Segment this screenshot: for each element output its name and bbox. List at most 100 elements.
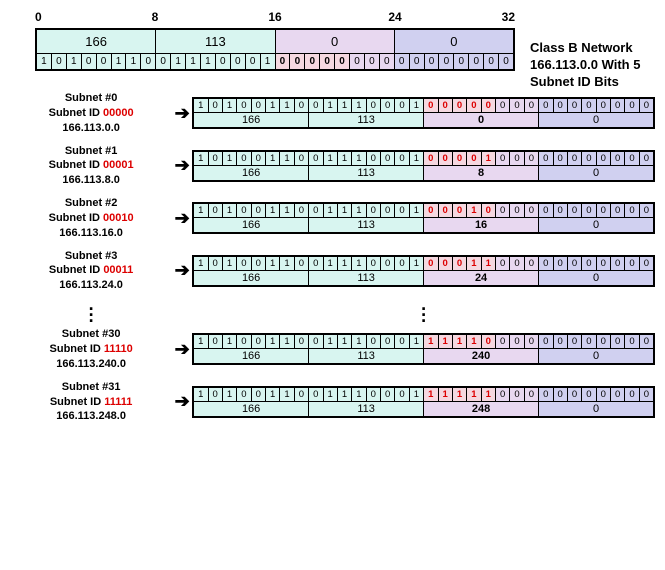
top-bit: 1 [112,53,127,69]
top-bit: 1 [67,53,82,69]
top-bit: 0 [290,53,305,69]
subnet-bit: 0 [309,335,323,348]
subnet-bit: 0 [568,99,582,112]
subnet-bit: 0 [597,152,611,165]
subnet-bit: 1 [467,388,481,401]
subnet-bit: 0 [525,335,539,348]
subnet-bit: 0 [395,152,409,165]
subnet-octet: 0 [539,217,653,232]
subnet-bit: 0 [482,204,496,217]
top-bit: 1 [37,53,52,69]
subnet-bit: 1 [266,152,280,165]
subnet-bit: 0 [367,257,381,270]
subnet-bit: 1 [324,388,338,401]
subnet-octet: 0 [539,348,653,363]
subnet-bit: 1 [324,257,338,270]
top-octet: 0 [276,30,395,53]
subnet-bit: 0 [597,204,611,217]
subnet-bit: 0 [568,204,582,217]
subnet-bit: 0 [453,152,467,165]
subnet-bit: 0 [539,204,553,217]
subnet-bit: 0 [295,388,309,401]
subnet-bit: 0 [209,335,223,348]
subnet-bit: 0 [597,335,611,348]
top-bit: 0 [52,53,67,69]
subnet-bit: 0 [309,99,323,112]
subnet-bits-box: 1010011001110001000110000000000016611324… [192,255,655,287]
header-diagram: 08162432 1661130010100110011100010000000… [10,10,655,71]
subnet-bit: 1 [280,257,294,270]
subnet-bit: 0 [496,257,510,270]
subnet-bit: 0 [252,257,266,270]
subnet-bit: 0 [640,335,653,348]
ellipsis-row: ...... [10,301,655,319]
subnet-bits-box: 1010011001110001000000000000000016611300 [192,97,655,129]
subnet-bit: 0 [252,99,266,112]
subnet-bit: 0 [510,335,524,348]
subnet-bit: 0 [525,388,539,401]
subnet-bit: 0 [367,152,381,165]
subnet-bit: 1 [194,99,208,112]
subnet-row: Subnet #30Subnet ID 11110166.113.240.0➔1… [10,327,655,372]
subnet-octet: 0 [539,401,653,416]
subnet-bit: 0 [309,152,323,165]
subnet-bit: 1 [280,388,294,401]
subnet-bits-box: 1010011001110001000100000000000016611316… [192,202,655,234]
subnet-bit: 1 [223,204,237,217]
subnet-bit: 0 [252,388,266,401]
top-bit: 0 [410,53,425,69]
top-bit: 0 [320,53,335,69]
subnet-octet: 113 [309,270,424,285]
subnet-bit: 0 [640,388,653,401]
subnet-rows: Subnet #0Subnet ID 00000166.113.0.0➔1010… [10,91,655,424]
top-bit: 0 [276,53,291,69]
top-bit: 0 [499,53,513,69]
ruler-tick: 32 [502,10,515,24]
subnet-bit: 0 [295,204,309,217]
subnet-bits-box: 1010011001110001111110000000000016611324… [192,386,655,418]
subnet-bit: 1 [453,335,467,348]
arrow-icon: ➔ [172,208,192,229]
subnet-bit: 0 [381,204,395,217]
subnet-bit: 1 [280,204,294,217]
subnet-bit: 0 [539,99,553,112]
subnet-bit: 1 [338,99,352,112]
subnet-bit: 0 [597,388,611,401]
subnet-octet: 0 [424,112,539,127]
subnet-bit: 0 [381,388,395,401]
subnet-octet: 248 [424,401,539,416]
top-bit: 0 [469,53,484,69]
subnet-bit: 0 [539,152,553,165]
subnet-bit: 1 [410,204,424,217]
top-bit: 0 [454,53,469,69]
top-bit: 0 [365,53,380,69]
subnet-octet: 166 [194,348,309,363]
ruler-tick: 24 [388,10,401,24]
subnet-bit: 1 [194,204,208,217]
subnet-bit: 0 [640,257,653,270]
subnet-bit: 0 [525,257,539,270]
subnet-bit: 0 [237,257,251,270]
top-octet: 0 [395,30,513,53]
subnet-bit: 1 [280,99,294,112]
subnet-bit: 0 [395,204,409,217]
subnet-bit: 0 [597,99,611,112]
subnet-bit: 1 [223,152,237,165]
top-bit: 1 [126,53,141,69]
subnet-bit: 1 [410,335,424,348]
subnet-bit: 0 [381,99,395,112]
subnet-bit: 1 [410,257,424,270]
ruler-tick: 8 [152,10,159,24]
subnet-bit: 0 [424,99,438,112]
subnet-bit: 1 [482,152,496,165]
subnet-bit: 0 [209,99,223,112]
subnet-label: Subnet #1Subnet ID 00001166.113.8.0 [10,144,172,189]
subnet-octet: 24 [424,270,539,285]
subnet-bit: 0 [510,204,524,217]
subnet-bit: 0 [625,204,639,217]
subnet-bit: 0 [496,99,510,112]
subnet-bit: 0 [252,152,266,165]
subnet-bit: 0 [252,204,266,217]
subnet-octet: 113 [309,112,424,127]
subnet-bit: 0 [625,257,639,270]
